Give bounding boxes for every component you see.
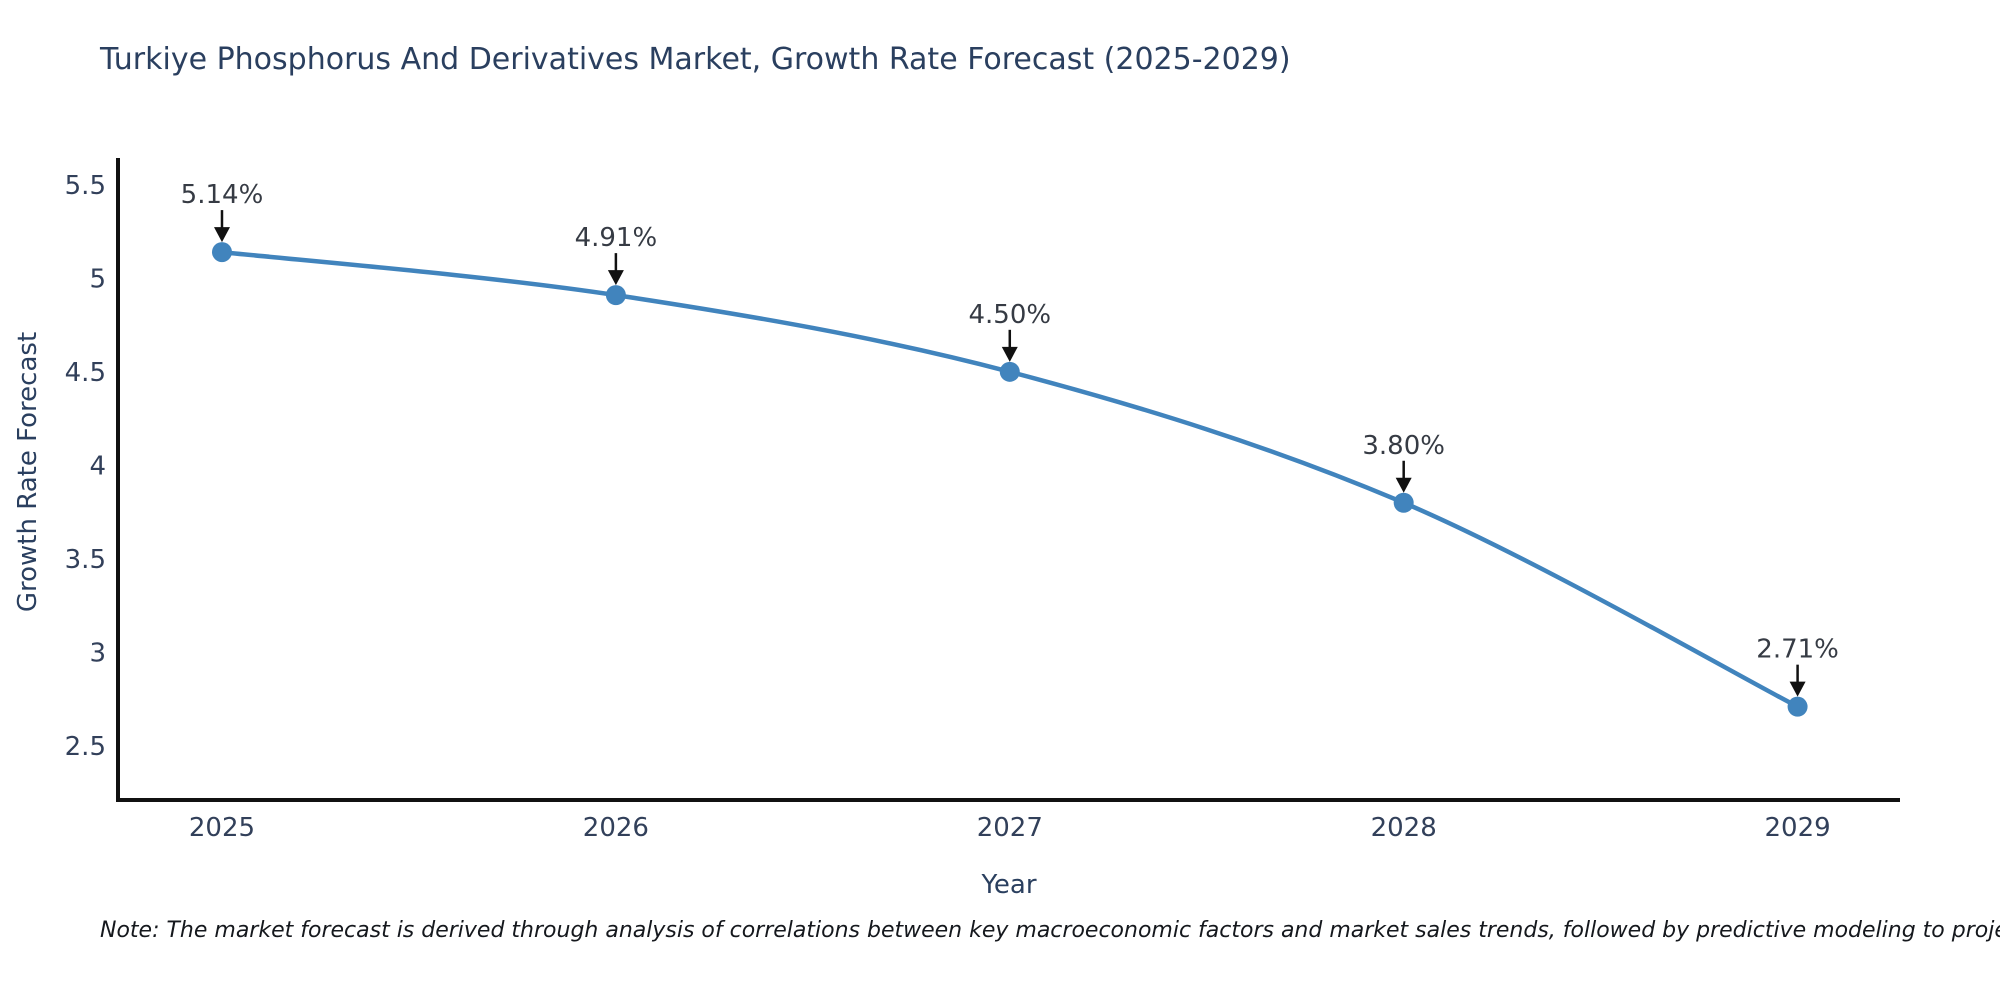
annotation-label: 4.50% xyxy=(968,300,1051,330)
annotation-label: 3.80% xyxy=(1362,431,1445,461)
x-tick-label: 2028 xyxy=(1371,813,1437,843)
annotation-label: 5.14% xyxy=(181,180,264,210)
annotation-arrowhead xyxy=(607,270,624,286)
data-point-marker xyxy=(999,361,1020,382)
y-tick-label: 5 xyxy=(89,264,106,294)
y-tick-label: 4 xyxy=(89,451,106,481)
y-tick-label: 2.5 xyxy=(65,732,106,762)
y-tick-label: 5.5 xyxy=(65,171,106,201)
x-tick-label: 2029 xyxy=(1765,813,1831,843)
x-tick-label: 2027 xyxy=(977,813,1043,843)
axis-spines xyxy=(116,158,1900,802)
data-point-marker xyxy=(1787,696,1808,717)
data-point-marker xyxy=(1393,492,1414,513)
annotation-arrowhead xyxy=(1395,477,1412,493)
annotation-label: 4.91% xyxy=(575,223,658,253)
annotation-label: 2.71% xyxy=(1756,635,1839,665)
annotation-arrowhead xyxy=(213,227,230,243)
annotation-arrowhead xyxy=(1001,346,1018,362)
data-point-marker xyxy=(605,285,626,306)
x-axis-title: Year xyxy=(981,870,1037,900)
annotation-arrowhead xyxy=(1789,681,1806,697)
y-tick-label: 3 xyxy=(89,638,106,668)
footnote: Note: The market forecast is derived thr… xyxy=(100,918,2000,943)
x-tick-label: 2025 xyxy=(189,813,255,843)
x-tick-label: 2026 xyxy=(583,813,649,843)
chart-title: Turkiye Phosphorus And Derivatives Marke… xyxy=(100,42,1291,77)
y-tick-label: 3.5 xyxy=(65,545,106,575)
data-point-marker xyxy=(211,242,232,263)
y-tick-label: 4.5 xyxy=(65,358,106,388)
